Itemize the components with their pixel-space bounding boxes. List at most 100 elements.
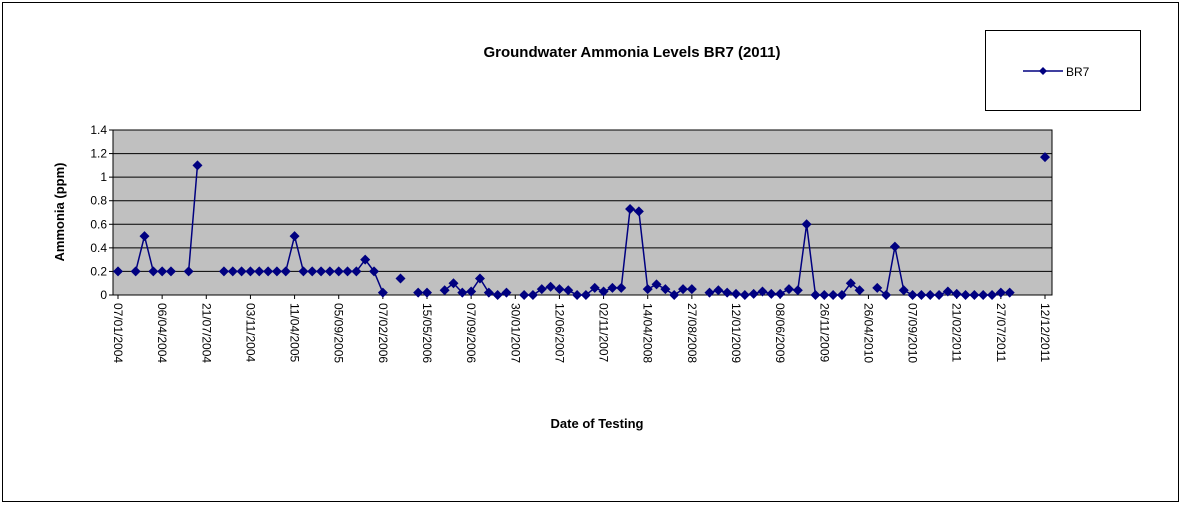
data-point <box>245 266 256 277</box>
x-tick-label: 11/04/2005 <box>288 303 302 362</box>
x-tick-label: 21/07/2004 <box>199 303 213 363</box>
x-tick-label: 26/04/2010 <box>861 303 875 363</box>
data-point <box>783 284 794 295</box>
data-point <box>439 285 450 296</box>
data-point <box>254 266 265 277</box>
x-tick-label: 12/01/2009 <box>729 303 743 363</box>
data-point <box>845 278 856 289</box>
data-point <box>271 266 282 277</box>
data-point <box>686 284 697 295</box>
data-point <box>316 266 327 277</box>
data-point <box>766 288 777 299</box>
data-point <box>139 231 150 242</box>
x-tick-label: 02/11/2007 <box>597 303 611 362</box>
data-point <box>563 285 574 296</box>
x-tick-label: 30/01/2007 <box>508 303 522 363</box>
data-point <box>157 266 168 277</box>
data-point <box>625 203 636 214</box>
data-point <box>607 282 618 293</box>
data-point <box>960 290 971 300</box>
x-tick-label: 08/06/2009 <box>773 303 787 363</box>
data-point <box>351 266 362 277</box>
y-tick-label: 0.8 <box>90 194 107 208</box>
y-tick-label: 0.6 <box>90 217 107 231</box>
legend-marker <box>1039 67 1047 75</box>
data-point <box>263 266 274 277</box>
data-point <box>669 290 680 300</box>
data-point <box>474 273 485 284</box>
data-point <box>377 287 388 298</box>
data-point <box>978 290 989 300</box>
data-point <box>942 286 953 297</box>
data-point <box>148 266 159 277</box>
data-point <box>642 284 653 295</box>
data-point <box>501 287 512 298</box>
y-tick-label: 0.4 <box>90 241 107 255</box>
x-tick-label: 07/02/2006 <box>376 303 390 363</box>
data-point <box>589 282 600 293</box>
data-point <box>616 282 627 293</box>
data-point <box>651 279 662 290</box>
chart-title: Groundwater Ammonia Levels BR7 (2011) <box>483 44 780 61</box>
x-tick-label: 21/02/2011 <box>950 303 964 362</box>
data-point <box>130 266 141 277</box>
data-point <box>810 290 821 300</box>
data-point <box>218 266 229 277</box>
data-point <box>448 278 459 289</box>
data-point <box>545 281 556 292</box>
data-point <box>536 284 547 295</box>
y-axis-label: Ammonia (ppm) <box>52 163 67 262</box>
data-point <box>731 288 741 299</box>
x-tick-label: 07/09/2006 <box>464 303 478 363</box>
data-point <box>519 290 530 300</box>
x-tick-label: 07/09/2010 <box>906 303 920 363</box>
data-point <box>633 206 644 217</box>
data-point <box>572 290 583 300</box>
data-point <box>660 284 671 295</box>
data-point <box>678 284 689 295</box>
data-point <box>704 287 715 298</box>
data-point <box>492 290 503 300</box>
data-point <box>995 287 1006 298</box>
data-point <box>527 290 538 300</box>
y-tick-label: 0.2 <box>90 264 107 278</box>
x-tick-label: 03/11/2004 <box>243 303 257 362</box>
x-tick-label: 12/12/2011 <box>1038 303 1052 362</box>
data-point <box>483 287 494 298</box>
data-point <box>554 284 565 295</box>
data-point <box>828 290 839 300</box>
data-point <box>280 266 291 277</box>
data-point <box>713 285 724 296</box>
legend-label: BR7 <box>1066 65 1090 79</box>
data-point <box>598 286 609 297</box>
data-point <box>1004 287 1015 298</box>
x-tick-label: 27/07/2011 <box>994 303 1008 362</box>
data-point <box>165 266 176 277</box>
data-point <box>916 290 927 300</box>
data-point <box>324 266 335 277</box>
data-point <box>951 288 962 299</box>
x-tick-label: 27/08/2008 <box>685 303 699 363</box>
data-point <box>236 266 247 277</box>
data-point <box>748 288 759 299</box>
data-point <box>369 266 380 277</box>
data-point <box>987 290 998 300</box>
data-point <box>925 290 936 300</box>
data-point <box>580 290 591 300</box>
data-point <box>307 266 318 277</box>
data-point <box>757 286 768 297</box>
data-point <box>395 273 406 284</box>
y-tick-label: 0 <box>100 288 107 302</box>
data-point <box>289 231 300 242</box>
data-point <box>969 290 980 300</box>
data-point <box>775 288 786 299</box>
data-point <box>907 290 918 300</box>
data-point <box>881 290 892 300</box>
x-tick-label: 26/11/2009 <box>817 303 831 362</box>
data-point <box>792 285 803 296</box>
data-point <box>333 266 344 277</box>
x-axis-label: Date of Testing <box>551 416 644 431</box>
y-tick-label: 1 <box>100 170 107 184</box>
data-point <box>819 290 830 300</box>
data-point <box>466 286 477 297</box>
